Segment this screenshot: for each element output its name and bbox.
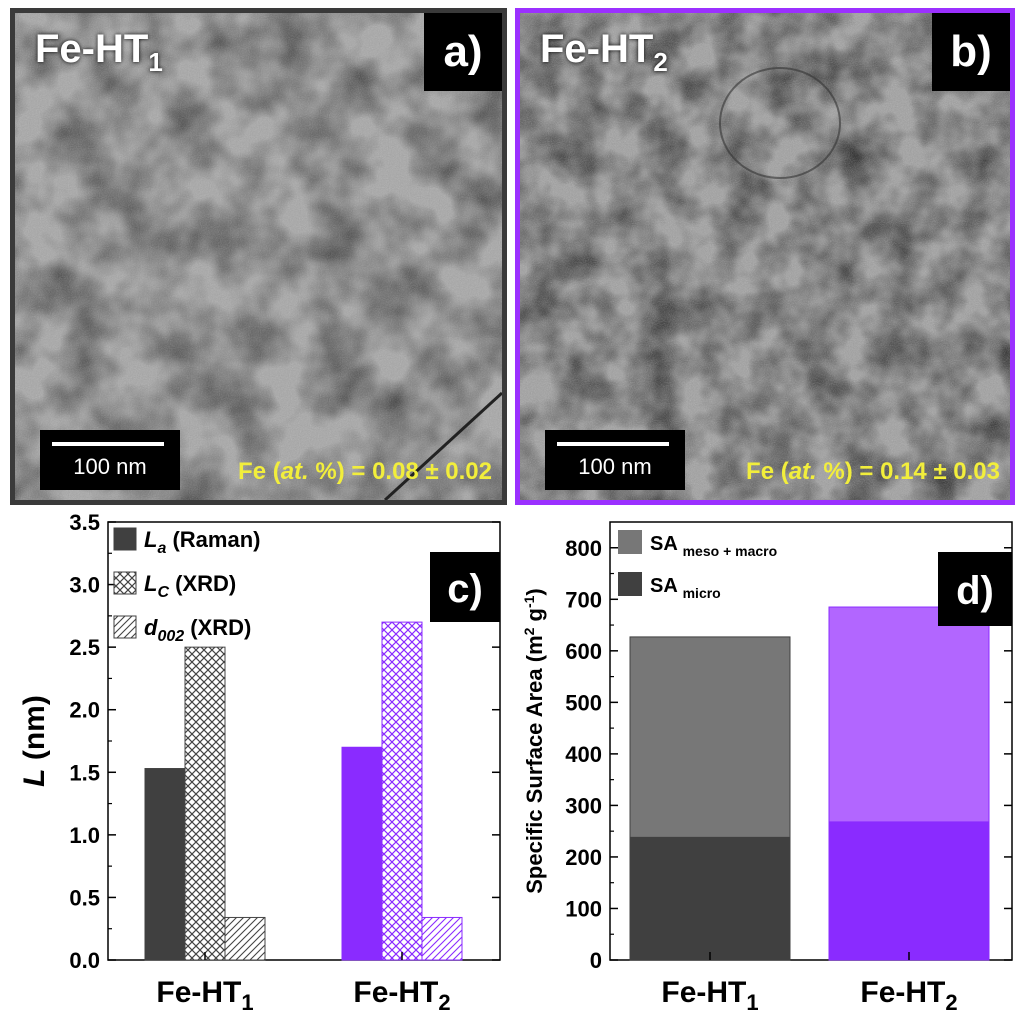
- chart-d-plot: 0 100 200 300 400 500 600 700 800 Specific Surfac…: [521, 521, 1013, 1015]
- bar-c-0-0: [144, 768, 186, 961]
- y-tick-label: 2.0: [69, 698, 100, 723]
- bar-c-1-0: [184, 646, 226, 961]
- scalebar-line-b: [557, 442, 669, 446]
- y-tick-label: 0.5: [69, 885, 100, 910]
- panel-a-letter: a): [424, 13, 502, 91]
- y-axis-label: Specific Surface Area (m2 g-1): [521, 588, 547, 894]
- tem-texture-b: [520, 13, 1010, 500]
- legend-label: La (Raman): [144, 527, 260, 557]
- legend-label: SA meso + macro: [650, 533, 777, 559]
- bar-d-meso-0: [629, 636, 791, 838]
- y-tick-label: 100: [565, 896, 602, 921]
- bar-c-2-0: [224, 916, 266, 961]
- chart-d-letter-box: [938, 552, 1012, 626]
- x-category-label: Fe-HT1: [156, 976, 253, 1015]
- y-tick-label: 3.5: [69, 510, 100, 535]
- legend-swatch: [618, 530, 642, 554]
- legend-swatch: [618, 572, 642, 596]
- y-tick-label: 1.5: [69, 760, 100, 785]
- chart-d-letter: d): [956, 569, 994, 613]
- y-tick-label: 500: [565, 690, 602, 715]
- legend-swatch: [113, 615, 137, 639]
- x-category-label: Fe-HT2: [353, 976, 450, 1015]
- panel-b-title: Fe-HT2: [540, 27, 668, 77]
- bar-c-1-1: [381, 621, 423, 961]
- bar-d-micro-0: [629, 836, 791, 961]
- chart-c: 0.0 0.5 1.0 1.5 2.0 2.5 3.0 3.5 L (nm) Fe-HT1 Fe-H…: [18, 510, 501, 1015]
- y-tick-label: 200: [565, 845, 602, 870]
- chart-d-frame: [609, 521, 1013, 961]
- x-category-label: Fe-HT1: [661, 976, 758, 1015]
- y-tick-label: 800: [565, 536, 602, 561]
- y-tick-label: 2.5: [69, 635, 100, 660]
- y-tick-label: 400: [565, 742, 602, 767]
- y-tick-label: 600: [565, 639, 602, 664]
- tem-texture-a: [15, 13, 502, 500]
- legend-label: d002 (XRD): [144, 615, 251, 645]
- scalebar-label-a: 100 nm: [73, 454, 147, 479]
- fe-content-a: Fe (at. %) = 0.08 ± 0.02: [238, 458, 492, 485]
- bar-d-micro-1: [828, 821, 990, 961]
- legend-label: LC (XRD): [144, 571, 236, 601]
- x-category-label: Fe-HT2: [860, 976, 957, 1015]
- chart-c-letter: c): [447, 567, 483, 611]
- y-tick-label: 0.0: [69, 948, 100, 973]
- y-axis-label: L (nm): [18, 695, 51, 787]
- tem-image-a: Fe-HT1 a) 100 nm Fe (at. %) = 0.08 ± 0.0…: [10, 8, 507, 505]
- scalebar-b: 100 nm: [545, 430, 685, 490]
- scalebar-line-a: [52, 442, 164, 446]
- chart-c-letter-box: [430, 552, 500, 622]
- legend-label: SA micro: [650, 575, 721, 601]
- chart-c-plot: 0.0 0.5 1.0 1.5 2.0 2.5 3.0 3.5 L (nm) Fe-HT1 Fe-H…: [18, 510, 501, 1015]
- panel-a-title: Fe-HT1: [35, 27, 163, 77]
- bar-c-0-1: [341, 746, 383, 961]
- legend-swatch: [113, 571, 137, 595]
- legend-swatch: [113, 527, 137, 551]
- scalebar-a: 100 nm: [40, 430, 180, 490]
- scalebar-label-b: 100 nm: [578, 454, 652, 479]
- y-tick-label: 0: [590, 948, 602, 973]
- bar-c-2-1: [421, 916, 463, 961]
- fe-content-b: Fe (at. %) = 0.14 ± 0.03: [746, 458, 1000, 485]
- chart-d: 0 100 200 300 400 500 600 700 800 Specific Surfac…: [521, 521, 1013, 1015]
- y-tick-label: 300: [565, 793, 602, 818]
- y-tick-label: 700: [565, 587, 602, 612]
- y-tick-label: 1.0: [69, 823, 100, 848]
- tem-image-b: Fe-HT2 b) 100 nm Fe (at. %) = 0.14 ± 0.0…: [515, 8, 1015, 505]
- y-tick-label: 3.0: [69, 573, 100, 598]
- panel-b-letter: b): [932, 13, 1010, 91]
- bar-d-meso-1: [828, 606, 990, 823]
